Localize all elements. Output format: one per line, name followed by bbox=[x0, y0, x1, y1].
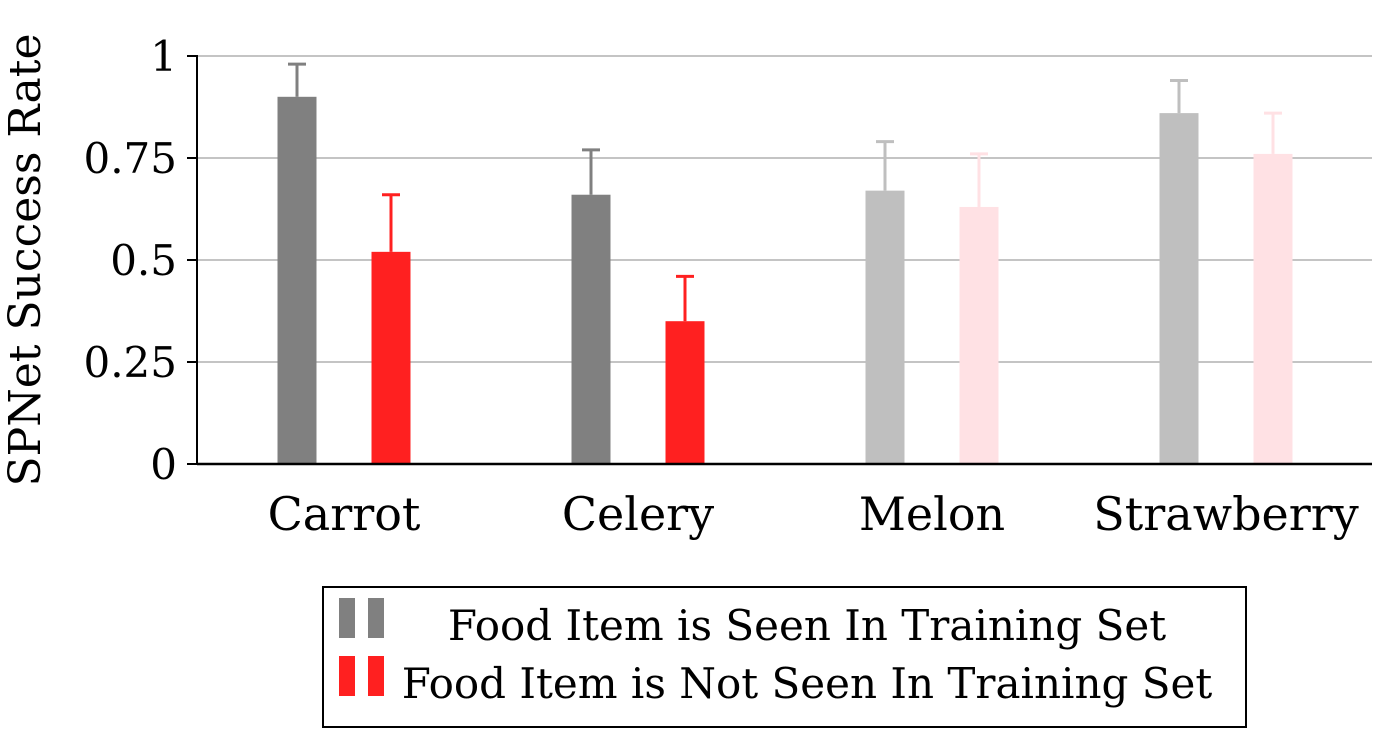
y-tick-label: 0.25 bbox=[83, 338, 177, 387]
y-tick-label: 0.5 bbox=[110, 236, 177, 285]
category-label: Celery bbox=[562, 487, 714, 541]
bar bbox=[1159, 113, 1199, 465]
bar bbox=[277, 96, 317, 465]
category-labels: Carrot Celery Melon Strawberry bbox=[268, 487, 1359, 541]
legend-swatch bbox=[339, 598, 355, 638]
legend-entry-label: Food Item is Not Seen In Training Set bbox=[402, 659, 1213, 708]
y-tick-label: 1 bbox=[150, 32, 177, 81]
y-tick-labels: 0 0.25 0.5 0.75 1 bbox=[83, 32, 197, 489]
bar bbox=[865, 190, 905, 464]
bar bbox=[371, 251, 411, 464]
y-tick-label: 0.75 bbox=[83, 134, 177, 183]
bars bbox=[277, 62, 1293, 465]
legend-swatch bbox=[368, 656, 384, 696]
bar bbox=[959, 206, 999, 464]
category-label: Carrot bbox=[268, 487, 421, 541]
legend-box bbox=[322, 586, 1247, 728]
legend-swatch bbox=[339, 656, 355, 696]
bar bbox=[1253, 153, 1293, 465]
y-tick-label: 0 bbox=[150, 440, 177, 489]
legend: Food Item is Seen In Training Set Food It… bbox=[322, 586, 1247, 728]
bar bbox=[665, 321, 705, 464]
bar bbox=[571, 194, 611, 464]
legend-swatch bbox=[368, 598, 384, 638]
category-label: Strawberry bbox=[1093, 487, 1358, 541]
legend-entry-label: Food Item is Seen In Training Set bbox=[448, 601, 1166, 650]
y-axis-title: SPNet Success Rate bbox=[0, 34, 51, 487]
category-label: Melon bbox=[859, 487, 1005, 541]
